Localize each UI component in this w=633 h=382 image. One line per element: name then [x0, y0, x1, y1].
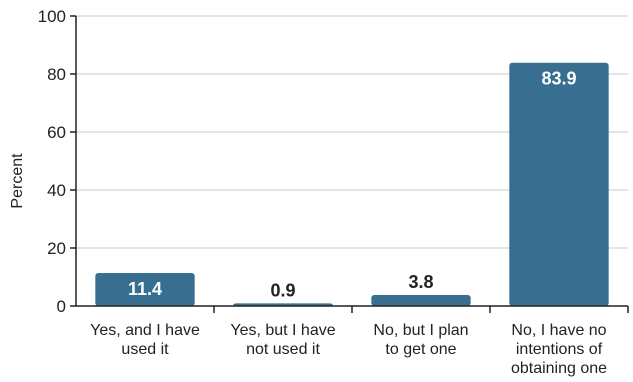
bar-3 [371, 294, 471, 306]
data-label-2: 0.9 [270, 280, 295, 300]
bars [95, 62, 609, 306]
y-tick-label-100: 100 [38, 7, 66, 26]
category-label-1: Yes, and I have used it [90, 322, 200, 358]
labels: 0 20 40 60 80 100 11.4 Yes, and I have used it 0.… [38, 7, 608, 377]
y-tick-label-40: 40 [47, 181, 66, 200]
data-label-3: 3.8 [408, 272, 433, 292]
y-tick-label-60: 60 [47, 123, 66, 142]
data-label-4: 83.9 [541, 69, 576, 89]
category-label-3: No, but I plan to get one [373, 322, 468, 358]
y-tick-label-0: 0 [57, 297, 66, 316]
y-tick-label-20: 20 [47, 239, 66, 258]
category-label-4: No, I have no intentions of obtaining one [511, 322, 607, 377]
data-label-1: 11.4 [128, 279, 162, 299]
bar-1 [95, 272, 195, 306]
y-tick-label-80: 80 [47, 65, 66, 84]
bar-4 [509, 62, 609, 306]
y-axis-label: Percent [9, 153, 26, 209]
axes [70, 15, 629, 313]
category-label-2: Yes, but I have not used it [230, 322, 335, 358]
